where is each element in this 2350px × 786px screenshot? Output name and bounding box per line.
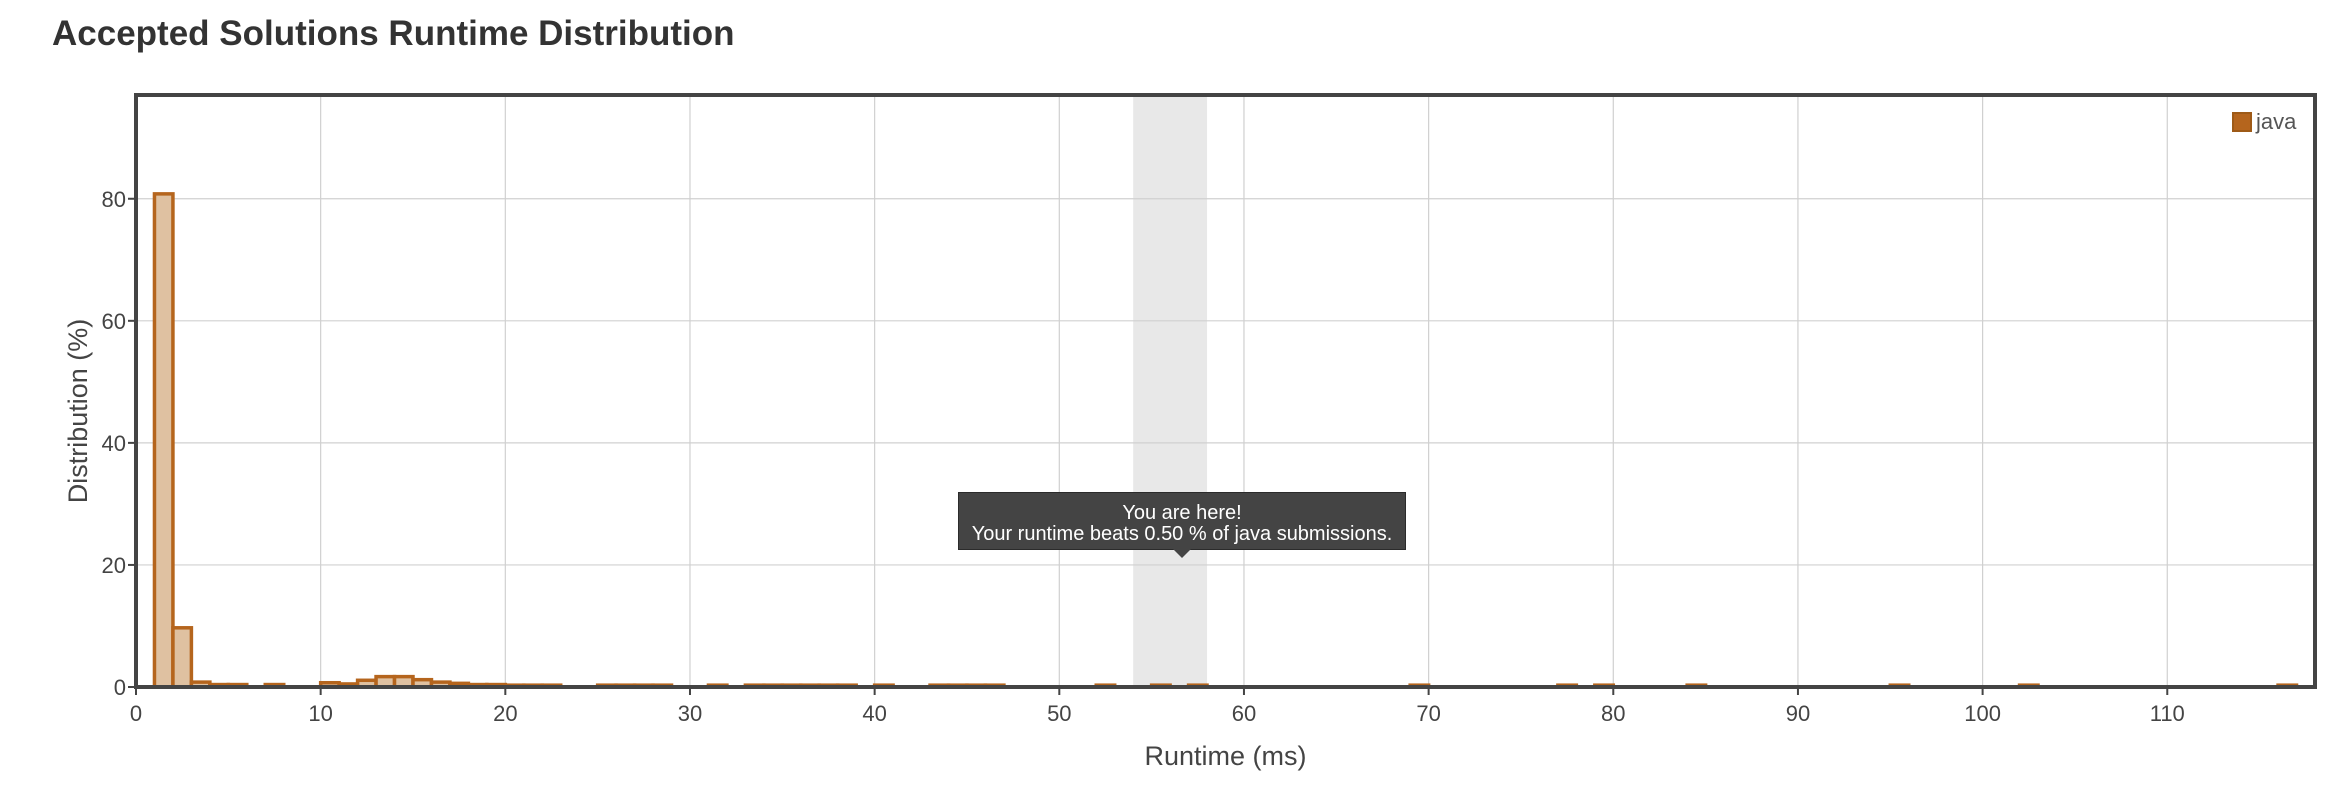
runtime-tooltip: You are here! Your runtime beats 0.50 % …	[958, 492, 1406, 558]
legend-swatch-java	[2232, 112, 2252, 132]
page-title: Accepted Solutions Runtime Distribution	[52, 14, 735, 53]
x-tick-label: 10	[308, 701, 332, 726]
x-tick-label: 40	[862, 701, 886, 726]
x-tick-label: 0	[130, 701, 142, 726]
x-tick-label: 20	[493, 701, 517, 726]
bars-layer	[152, 192, 2299, 689]
y-tick-label: 60	[102, 309, 126, 334]
axis-layer: 0 10 20 30 40 50 60 70 80 90 100 110 0 20 40 60 80	[102, 187, 2185, 726]
bar	[171, 626, 194, 689]
y-tick-label: 20	[102, 553, 126, 578]
x-tick-label: 50	[1047, 701, 1071, 726]
highlight-band	[1133, 95, 1208, 687]
grid-layer	[136, 95, 2315, 687]
tooltip-arrow	[1173, 549, 1191, 558]
x-tick-label: 100	[1964, 701, 2001, 726]
y-tick-label: 80	[102, 187, 126, 212]
legend-label-java: java	[2256, 109, 2297, 134]
x-tick-label: 110	[2150, 701, 2185, 726]
y-tick-label: 0	[114, 675, 126, 700]
y-axis-label: Distribution (%)	[63, 319, 93, 504]
y-tick-label: 40	[102, 431, 126, 456]
highlight-layer	[1133, 95, 1208, 687]
x-tick-label: 60	[1232, 701, 1256, 726]
bar	[152, 192, 175, 689]
x-tick-label: 30	[678, 701, 702, 726]
tooltip-line-2: Your runtime beats 0.50 % of java submis…	[971, 523, 1393, 545]
x-tick-label: 80	[1601, 701, 1625, 726]
x-axis-label: Runtime (ms)	[1144, 741, 1306, 771]
x-tick-label: 70	[1416, 701, 1440, 726]
tooltip-line-1: You are here!	[1122, 502, 1242, 524]
plot-frame	[134, 93, 2317, 689]
x-tick-label: 90	[1786, 701, 1810, 726]
chart-legend[interactable]: java	[2232, 109, 2296, 135]
